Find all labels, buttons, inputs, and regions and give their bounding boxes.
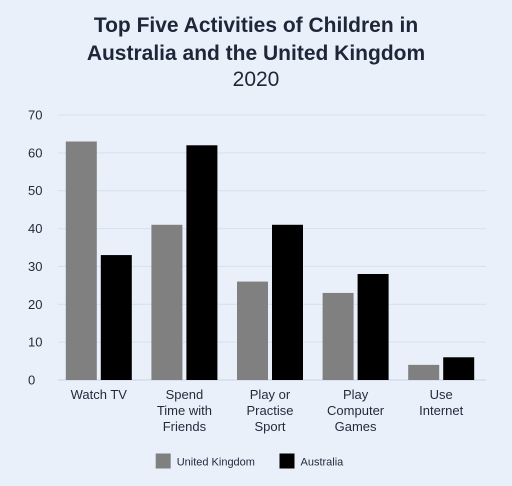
legend: United Kingdom Australia	[155, 453, 345, 469]
legend-label: Australia	[301, 457, 345, 469]
chart-title-line-2: Australia and the United Kingdom	[86, 42, 426, 65]
x-tick-label-line: Friends	[163, 419, 207, 434]
bar-united-kingdom	[237, 281, 268, 380]
legend-swatch	[155, 453, 171, 469]
bar-australia	[186, 145, 218, 380]
x-tick-label-line: Internet	[419, 403, 463, 418]
x-tick-label: Play Computer Games	[327, 387, 385, 434]
bar-united-kingdom	[408, 364, 440, 380]
chart-title-line-1: Top Five Activities of Children in	[93, 14, 419, 37]
legend-label: United Kingdom	[177, 457, 255, 469]
x-tick-label-line: Spend	[166, 387, 204, 402]
chart-subtitle: 2020	[232, 68, 280, 91]
y-tick-label: 20	[28, 297, 42, 312]
bar-australia	[272, 224, 303, 380]
x-tick-label: Spend Time with Friends	[157, 387, 212, 434]
y-tick-label: 40	[28, 221, 42, 236]
category-labels-layer: Watch TV Spend Time with Friends Play or Prac…	[71, 387, 464, 434]
x-tick-label: Watch TV	[71, 387, 128, 402]
chart-title: Top Five Activities of Children in Austr…	[0, 12, 512, 68]
x-tick-label-line: Practise	[247, 403, 294, 418]
ticks-layer: 0 10 20 30 40 50 60 70	[28, 108, 42, 388]
y-tick-label: 50	[28, 183, 42, 198]
bar-united-kingdom	[151, 224, 183, 380]
y-tick-label: 0	[28, 373, 35, 388]
x-tick-label: Use Internet	[419, 387, 463, 418]
bar-united-kingdom	[322, 292, 354, 380]
y-tick-label: 60	[28, 145, 42, 160]
x-tick-label-line: Games	[335, 419, 377, 434]
legend-swatch	[279, 453, 295, 469]
x-tick-label: Play or Practise Sport	[247, 387, 294, 434]
x-tick-label-line: Use	[430, 387, 453, 402]
y-tick-label: 70	[28, 108, 42, 123]
y-tick-label: 30	[28, 259, 42, 274]
bar-australia	[357, 274, 389, 380]
bar-united-kingdom	[65, 141, 97, 380]
bars-layer	[65, 141, 475, 380]
x-tick-label-line: Time with	[157, 403, 212, 418]
x-tick-label-line: Computer	[327, 403, 385, 418]
y-tick-label: 10	[28, 335, 42, 350]
x-tick-label-line: Play or	[250, 387, 291, 402]
x-tick-label-line: Watch TV	[71, 387, 128, 402]
x-tick-label-line: Play	[343, 387, 369, 402]
x-tick-label-line: Sport	[254, 419, 285, 434]
bar-australia	[443, 357, 475, 380]
bar-australia	[100, 255, 132, 380]
